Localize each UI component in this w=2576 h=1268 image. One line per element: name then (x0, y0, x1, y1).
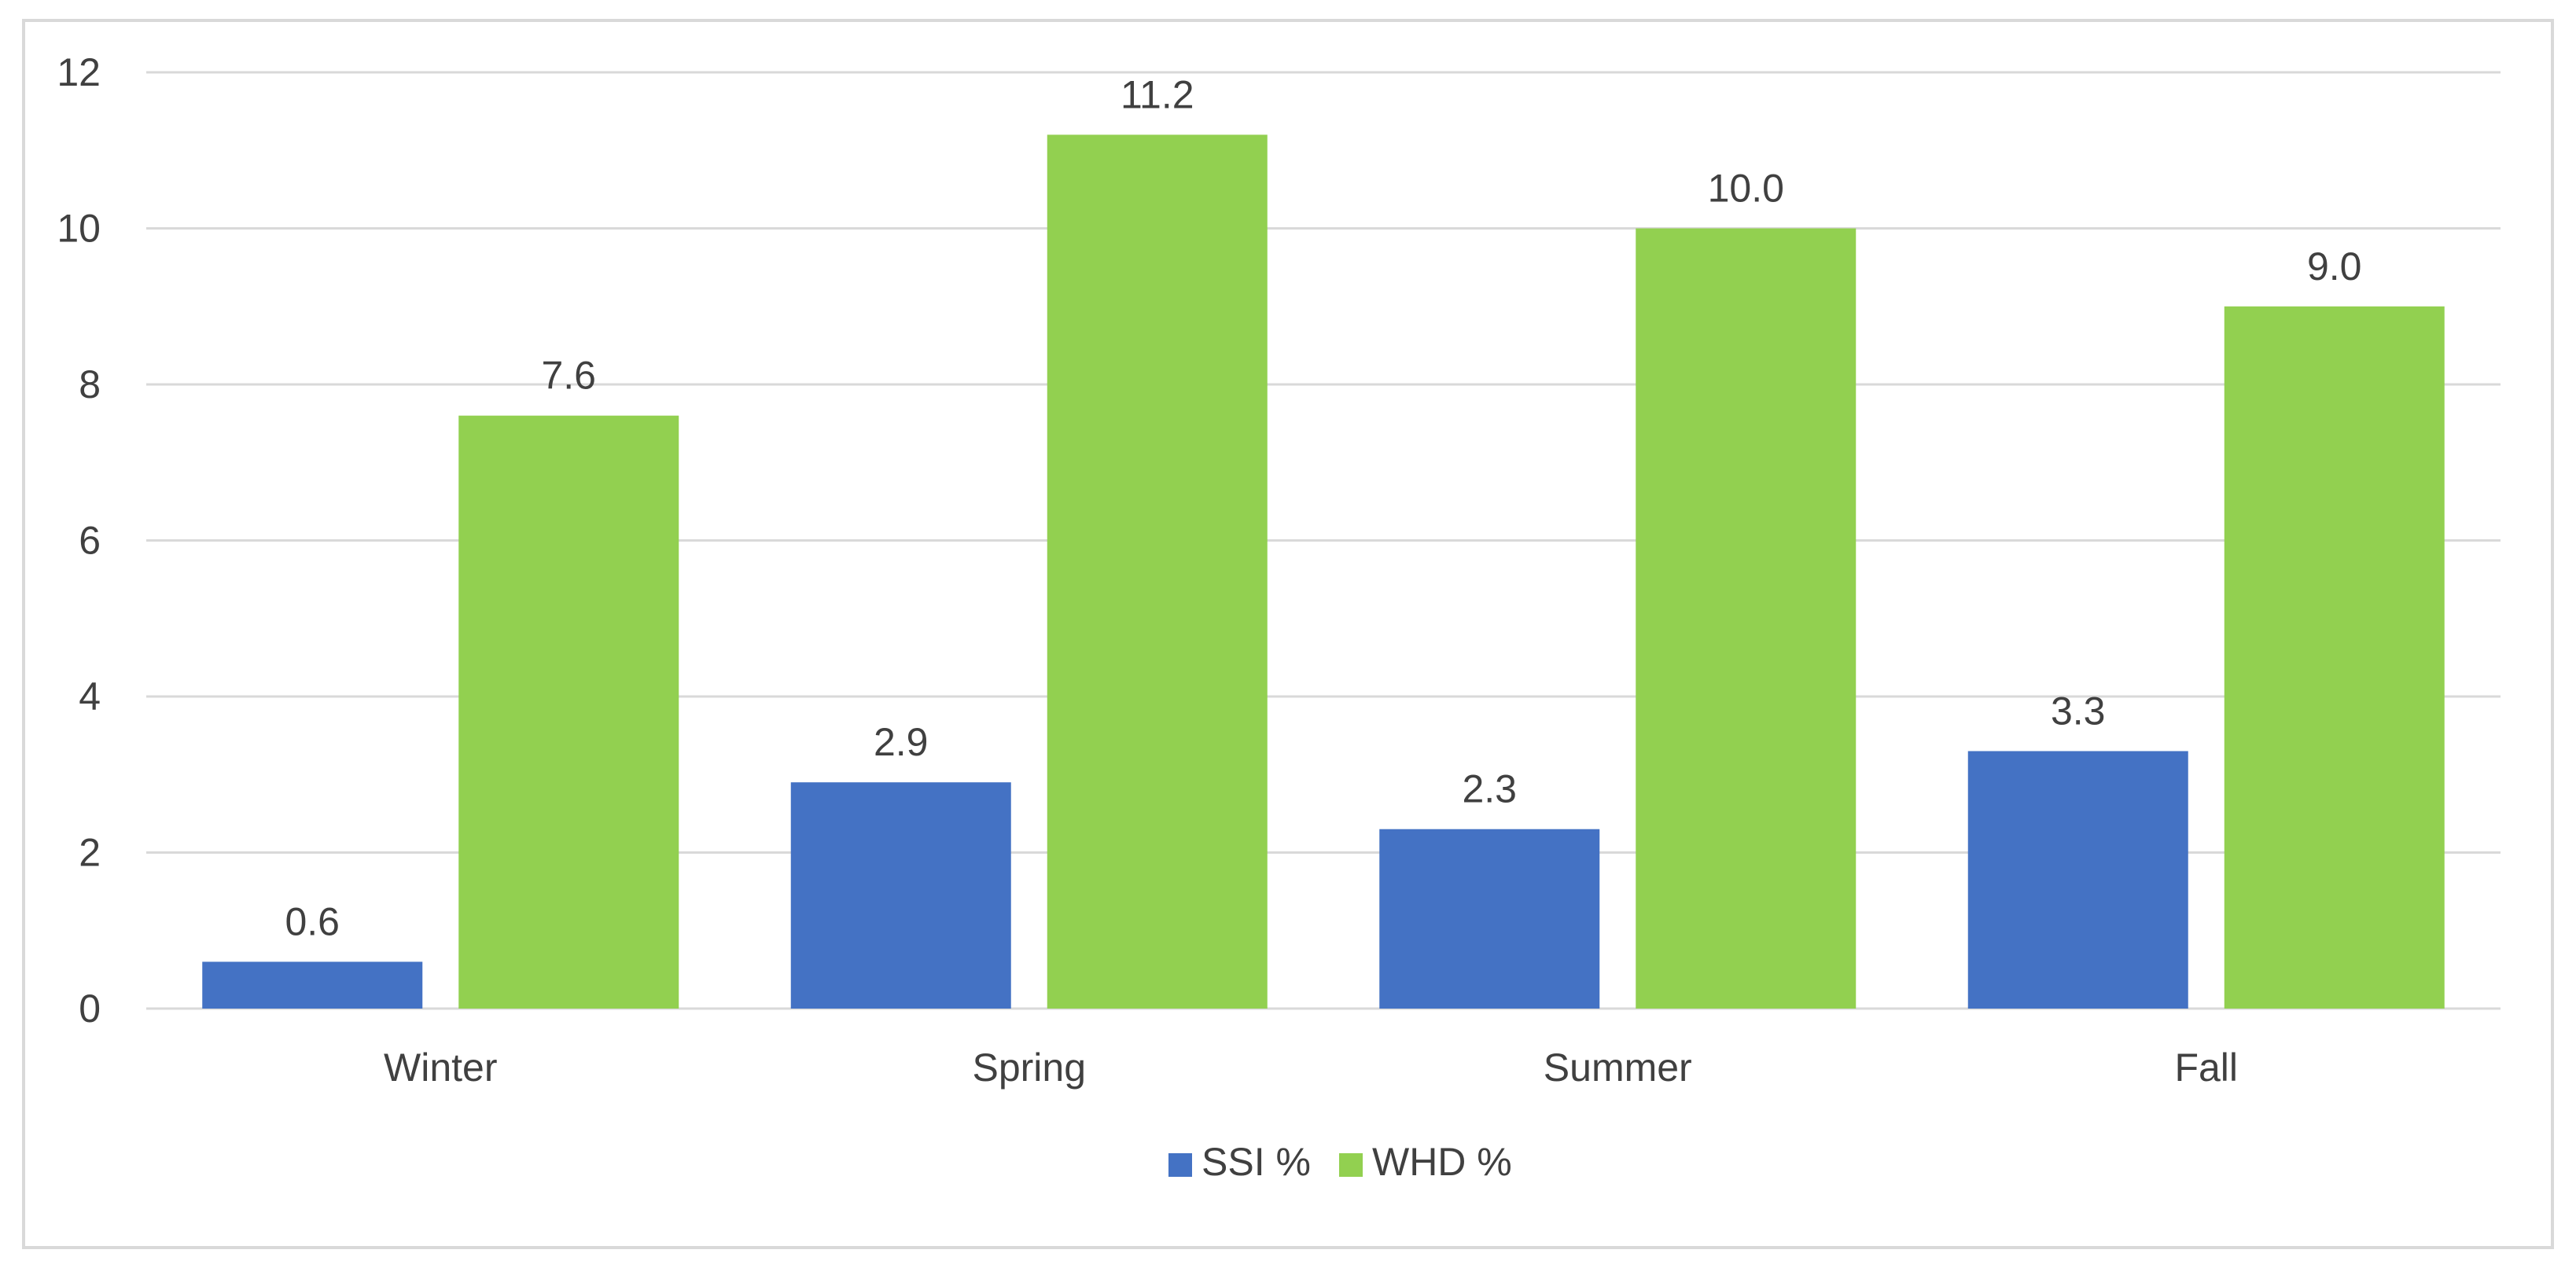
x-tick-label: Fall (2174, 1046, 2238, 1090)
y-axis-ticks: 0 2 4 6 8 10 12 (57, 50, 101, 1031)
bars (202, 134, 2445, 1009)
y-tick-label: 0 (79, 987, 101, 1031)
y-tick-label: 6 (79, 519, 101, 563)
legend-swatch (1339, 1153, 1363, 1177)
bar-whd-spring (1047, 134, 1268, 1009)
x-tick-label: Winter (384, 1046, 497, 1090)
y-tick-label: 4 (79, 674, 101, 719)
legend: SSI % WHD % (1168, 1140, 1512, 1184)
x-axis-ticks: Winter Spring Summer Fall (384, 1046, 2238, 1090)
data-label: 2.3 (1462, 767, 1517, 811)
y-tick-label: 10 (57, 207, 101, 251)
data-label: 9.0 (2307, 244, 2362, 289)
data-label: 10.0 (1708, 167, 1784, 211)
data-label: 7.6 (541, 354, 596, 398)
bar-whd-summer (1636, 228, 1857, 1009)
bar-ssi-fall (1967, 751, 2188, 1009)
chart-frame (22, 19, 2554, 1249)
legend-label: SSI % (1202, 1140, 1311, 1184)
legend-label: WHD % (1372, 1140, 1512, 1184)
y-tick-label: 12 (57, 50, 101, 94)
bar-ssi-spring (790, 782, 1011, 1009)
bar-whd-winter (458, 415, 679, 1009)
data-label: 3.3 (2051, 689, 2106, 733)
y-tick-label: 8 (79, 362, 101, 406)
data-labels: 0.6 7.6 2.9 11.2 2.3 10.0 3.3 9.0 (285, 72, 2361, 943)
y-tick-label: 2 (79, 831, 101, 875)
data-label: 11.2 (1121, 72, 1194, 116)
x-tick-label: Spring (972, 1046, 1086, 1090)
data-label: 0.6 (285, 899, 340, 943)
bar-ssi-winter (202, 961, 423, 1009)
x-tick-label: Summer (1544, 1046, 1692, 1090)
legend-swatch (1168, 1153, 1192, 1177)
data-label: 2.9 (874, 720, 929, 764)
bar-whd-fall (2224, 306, 2445, 1009)
bar-ssi-summer (1379, 829, 1600, 1009)
